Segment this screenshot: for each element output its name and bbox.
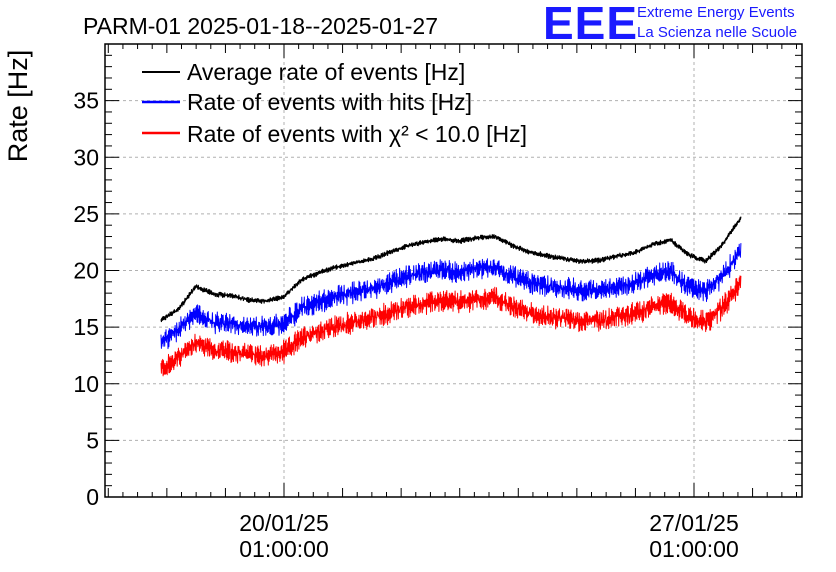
logo-line-2: La Scienza nelle Scuole (637, 24, 798, 41)
series-layer (160, 216, 742, 377)
chart-title: PARM-01 2025-01-18--2025-01-27 (83, 13, 438, 39)
legend: Average rate of events [Hz] Rate of even… (142, 59, 527, 147)
series-line-average (160, 216, 742, 323)
axis-ticks (105, 44, 802, 498)
ytick-label: 15 (73, 314, 99, 340)
y-axis-label: Rate [Hz] (3, 50, 33, 163)
series-line-hits (160, 243, 742, 350)
ytick-label: 0 (86, 484, 99, 510)
logo-line-1: Extreme Energy Events (637, 4, 795, 21)
xtick-label-date-1: 27/01/25 (649, 510, 739, 536)
legend-label-hits: Rate of events with hits [Hz] (187, 89, 472, 115)
xtick-label-date-0: 20/01/25 (239, 510, 329, 536)
ytick-label: 10 (73, 371, 99, 397)
eee-logo: EEE Extreme Energy Events La Scienza nel… (543, 0, 833, 49)
ytick-label: 30 (73, 144, 99, 170)
legend-label-chi2: Rate of events with χ² < 10.0 [Hz] (187, 121, 527, 147)
y-tick-labels: 0 5 10 15 20 25 30 35 (73, 88, 99, 510)
series-line-chi2 (160, 275, 742, 377)
logo-letters: EEE (543, 0, 639, 49)
legend-label-average: Average rate of events [Hz] (187, 59, 465, 85)
ytick-label: 25 (73, 201, 99, 227)
ytick-label: 20 (73, 258, 99, 284)
ytick-label: 35 (73, 88, 99, 114)
xtick-label-time-1: 01:00:00 (649, 536, 739, 562)
xtick-label-time-0: 01:00:00 (239, 536, 329, 562)
ytick-label: 5 (86, 427, 99, 453)
